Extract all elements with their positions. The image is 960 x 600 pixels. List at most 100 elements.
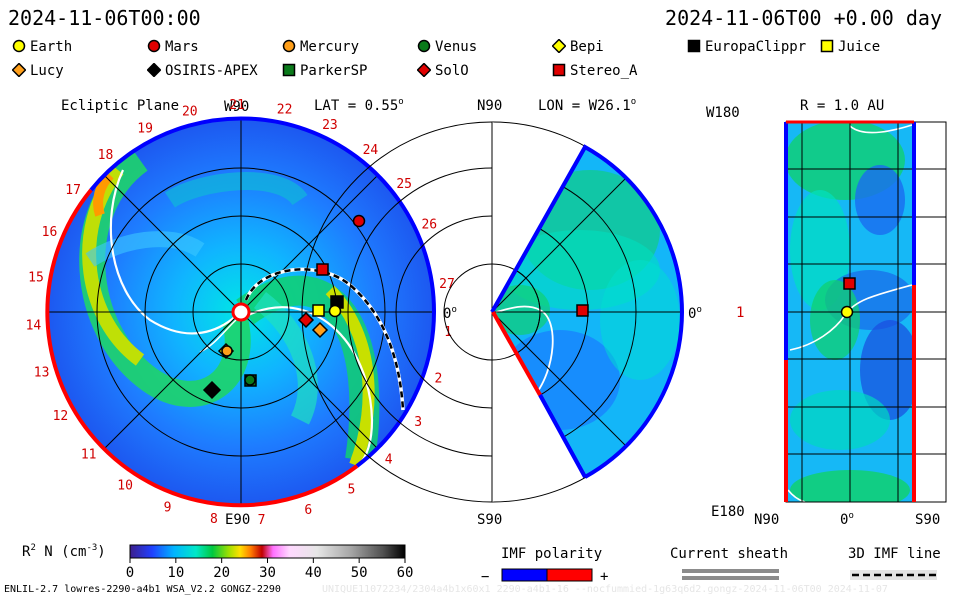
carrington-label: 5 [347,482,355,497]
timestamp-title: 2024-11-06T00:00 [8,6,201,30]
legend-diamond-icon [551,38,567,54]
legend-diamond-icon [416,62,432,78]
mars-marker [352,214,366,228]
legend-item-label: SolO [435,63,469,79]
colorbar-tick-label: 50 [351,565,368,581]
colorbar: 0 10 20 30 40 50 60 [126,544,414,581]
radial-axis-s90: S90 [915,512,940,528]
legend-square-icon [282,63,296,77]
legend-item-juice: Juice [820,39,880,55]
ecliptic-panel [45,116,437,508]
carrington-label: 24 [363,143,379,158]
legend-diamond-icon [146,62,162,78]
legend-item-osiris-apex: OSIRIS-APEX [146,62,258,79]
carrington-label: 4 [385,452,393,467]
legend-item-earth: Earth [12,39,72,55]
radial-panel [784,120,947,503]
relative-time-title: 2024-11-06T00 +0.00 day [665,6,942,30]
radial-bottom-label: E180 [711,504,745,520]
carrington-label: 27 [439,277,455,292]
mercury-marker [221,345,233,357]
legend-item-label: ParkerSP [300,63,368,79]
carrington-label: 15 [28,271,44,286]
meridional-bottom-label: S90 [477,512,502,528]
legend-item-mars: Mars [147,39,199,55]
osiris-apex-marker [202,380,222,400]
meridional-stereo-a-marker [576,304,589,317]
imf-polarity-label: IMF polarity [501,546,602,562]
legend-item-label: Venus [435,39,478,55]
legend-item-label: Stereo_A [570,63,638,79]
colorbar-label: R2 N (cm-3) [22,543,106,560]
radial-top-label: W180 [706,105,740,121]
legend-item-solo: SolO [416,62,469,79]
imf-line-swatch-bg [850,570,937,580]
legend-item-parkersp: ParkerSP [282,63,367,79]
current-sheath-swatch-top [682,569,779,573]
meridional-lon-label: LON = W26.1o [538,97,636,114]
carrington-label: 8 [210,512,218,527]
run-id-footer: UNIQUE11072234/2304a4b1x60x1 2290-a4b1-1… [322,584,888,595]
legend-item-lucy: Lucy [11,62,64,79]
ecliptic-right-label: 0o [443,305,457,322]
legend-item-label: Mercury [300,39,360,55]
colorbar-tick-label: 10 [167,565,184,581]
legend-item-europaclippr: EuropaClippr [687,39,806,55]
meridional-panel [301,121,685,503]
legend-item-bepi: Bepi [551,38,604,55]
legend-item-stereo-a: Stereo_A [552,63,637,79]
legend-item-label: Lucy [30,63,64,79]
radial-r-label: R = 1.0 AU [800,98,884,114]
legend-item-label: Mars [165,39,199,55]
imf-plus-label: + [600,569,608,585]
carrington-label: 22 [277,103,293,118]
colorbar-tick-label: 60 [397,565,414,581]
carrington-label: 12 [53,409,69,424]
stereo-a-marker [316,263,329,276]
ecliptic-bottom-label: E90 [225,512,250,528]
model-info-footer: ENLIL-2.7 lowres-2290-a4b1 WSA_V2.2 GONG… [4,584,281,595]
carrington-label: 26 [421,218,437,233]
carrington-label: 6 [304,503,312,518]
carrington-label: 10 [117,479,133,494]
colorbar-tick-label: 40 [305,565,322,581]
meridional-right-label: 0o [688,305,702,322]
legend-circle-icon [282,39,296,53]
carrington-label: 9 [164,501,172,516]
lucy-marker [311,321,329,339]
legend-square-icon [687,39,701,53]
carrington-label: 21 [229,98,245,113]
imf-line-label: 3D IMF line [848,546,941,562]
legend-square-icon [552,63,566,77]
ecliptic-top-label: W90 [224,99,249,115]
carrington-label: 20 [182,104,198,119]
carrington-label: 13 [34,365,50,380]
current-sheath-swatch-bottom [682,576,779,580]
legend-item-label: Bepi [570,39,604,55]
juice-marker [312,304,325,317]
colorbar-tick-label: 0 [126,565,134,581]
legend-square-icon [820,39,834,53]
radial-axis-0: 0o [840,511,854,528]
radial-axis-n90: N90 [754,512,779,528]
earth-marker [328,304,342,318]
solo-marker [297,311,315,329]
legend-item-label: EuropaClippr [705,39,807,55]
legend-item-label: OSIRIS-APEX [165,63,258,79]
carrington-label: 19 [137,121,153,136]
carrington-label: 2 [434,372,442,387]
carrington-label: 23 [322,118,338,133]
legend-item-mercury: Mercury [282,39,359,55]
radial-earth-marker [840,305,854,319]
ecliptic-lat-label: LAT = 0.55o [314,97,404,114]
radial-stereo-a-marker [843,277,856,290]
colorbar-tick-label: 30 [259,565,276,581]
colorbar-ticks: 0 10 20 30 40 50 60 [126,558,414,581]
legend-item-label: Juice [838,39,881,55]
legend-circle-icon [417,39,431,53]
imf-negative-swatch [501,568,548,582]
ecliptic-title: Ecliptic Plane [61,98,179,114]
meridional-top-label: N90 [477,98,502,114]
